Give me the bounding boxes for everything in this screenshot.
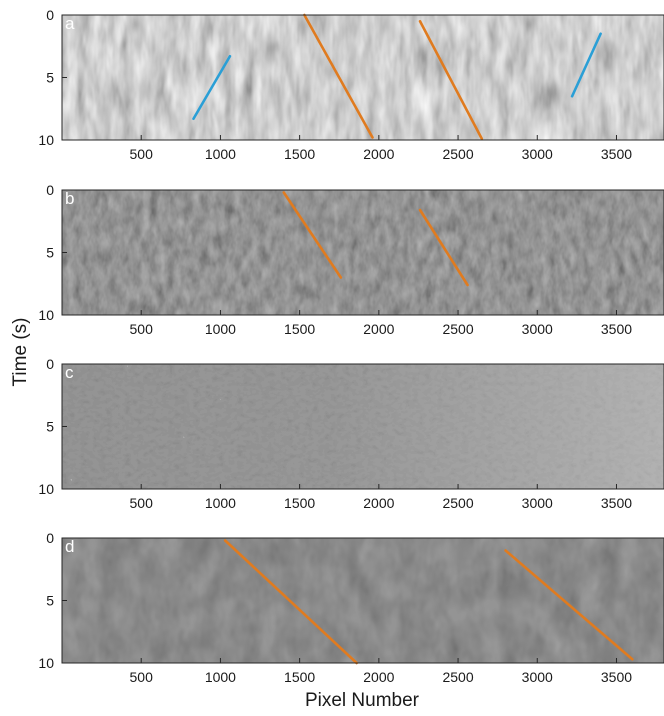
- panel-d-xtick-label: 3000: [522, 669, 553, 685]
- panel-c-xtick-label: 3000: [522, 495, 553, 511]
- panel-c: c0 5 10 500 1000 1500 2000 2500 3000 3500: [38, 356, 664, 511]
- panel-d-xtick-label: 2500: [442, 669, 473, 685]
- panel-d-xtick-label: 500: [130, 669, 154, 685]
- panel-b-xtick-label: 3500: [601, 321, 632, 337]
- panel-a-xtick-label: 2500: [442, 146, 473, 162]
- panel-d-xtick-label: 3500: [601, 669, 632, 685]
- panel-d-letter: d: [65, 537, 74, 556]
- panel-b-xtick-label: 2500: [442, 321, 473, 337]
- panel-b-xtick-label: 3000: [522, 321, 553, 337]
- panel-b-ytick-label: 0: [46, 182, 54, 198]
- panel-a-ytick-label: 0: [46, 7, 54, 23]
- panel-a-xtick-label: 3500: [601, 146, 632, 162]
- panel-b-orange-line-1: [282, 191, 343, 279]
- panel-a-xtick-label: 3000: [522, 146, 553, 162]
- panel-a-ytick-label: 5: [46, 70, 54, 86]
- panel-b-xtick-label: 500: [130, 321, 154, 337]
- panel-c-letter: c: [65, 363, 74, 382]
- panel-c-ytick-label: 10: [38, 481, 54, 497]
- panel-a-orange-line-3: [418, 19, 484, 141]
- panel-d-ytick-label: 10: [38, 655, 54, 671]
- panel-a-blue-line-4: [570, 32, 602, 98]
- panel-c-glint-overlay: [62, 364, 664, 489]
- panel-a-letter: a: [65, 14, 75, 33]
- panel-b-ytick-label: 10: [38, 307, 54, 323]
- panel-b-xtick-label: 1000: [205, 321, 236, 337]
- panel-b-xtick-label: 1500: [284, 321, 315, 337]
- panel-c-xtick-label: 3500: [601, 495, 632, 511]
- panel-b-xtick-label: 2000: [363, 321, 394, 337]
- panel-d-image: [62, 538, 664, 663]
- panel-d-xtick-label: 1000: [205, 669, 236, 685]
- panel-a-xtick-label: 2000: [363, 146, 394, 162]
- panel-d-xtick-label: 2000: [363, 669, 394, 685]
- panel-a-xtick-label: 1000: [205, 146, 236, 162]
- panel-d-xtick-label: 1500: [284, 669, 315, 685]
- panel-b: b0 5 10 500 1000 1500 2000 2500 3000 3500: [38, 182, 664, 337]
- panel-c-xtick-label: 500: [130, 495, 154, 511]
- panel-c-ytick-label: 0: [46, 356, 54, 372]
- panel-c-xtick-label: 1000: [205, 495, 236, 511]
- y-axis-title: Time (s): [10, 318, 31, 387]
- panel-d-orange-line-2: [504, 549, 634, 661]
- panel-a-blue-line-1: [192, 54, 232, 121]
- panel-b-orange-line-2: [418, 208, 469, 287]
- x-axis-title: Pixel Number: [305, 690, 420, 711]
- panel-c-xtick-label: 2000: [363, 495, 394, 511]
- panel-a-ytick-label: 10: [38, 132, 54, 148]
- panel-b-ytick-label: 5: [46, 245, 54, 261]
- panel-c-xtick-label: 1500: [284, 495, 315, 511]
- panel-a-xtick-label: 1500: [284, 146, 315, 162]
- panel-a-xtick-label: 500: [130, 146, 154, 162]
- panel-d-orange-line-1: [223, 539, 358, 665]
- panel-a-orange-line-2: [303, 13, 374, 139]
- panel-d-ytick-label: 0: [46, 530, 54, 546]
- panel-a: a0 5 10 500 1000 1500 2000 2500 3000 3500: [38, 7, 664, 162]
- panel-b-image: [62, 190, 664, 315]
- panel-d: d0 5 10 500 1000 1500 2000 2500 3000 3500: [38, 530, 664, 685]
- panel-b-letter: b: [65, 189, 74, 208]
- panel-d-ytick-label: 5: [46, 593, 54, 609]
- panel-c-ytick-label: 5: [46, 419, 54, 435]
- panel-c-xtick-label: 2500: [442, 495, 473, 511]
